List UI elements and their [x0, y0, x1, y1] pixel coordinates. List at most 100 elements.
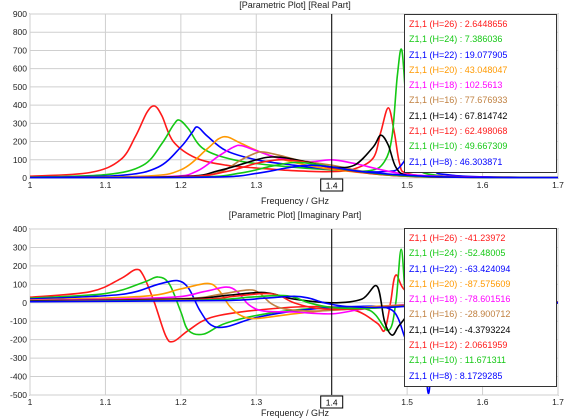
legend-series-name: Z1,1 (H=16)	[409, 309, 458, 320]
legend-series-value: 43.048047	[464, 64, 508, 75]
legend-entry: Z1,1 (H=14) : -4.3793224	[409, 323, 556, 338]
marker-label: 1.4	[326, 398, 338, 408]
x-tick-label: 1	[28, 180, 33, 190]
legend-separator: :	[457, 49, 465, 60]
legend-series-value: 49.667309	[464, 141, 508, 152]
legend-entry: Z1,1 (H=26) : 2.6448656	[409, 17, 556, 32]
legend-series-value: -28.900712	[464, 309, 511, 320]
marker-label-box[interactable]	[320, 395, 344, 409]
legend-separator: :	[457, 19, 465, 29]
legend-separator: :	[452, 156, 460, 167]
legend-series-name: Z1,1 (H=22)	[409, 49, 458, 60]
legend-entry: Z1,1 (H=22) : 19.077905	[409, 48, 556, 63]
y-tick-label: 300	[13, 242, 27, 252]
legend-separator: :	[457, 309, 465, 320]
x-tick-label: 1.7	[552, 180, 564, 190]
legend-series-name: Z1,1 (H=18)	[409, 294, 458, 305]
legend-separator: :	[457, 324, 465, 335]
real-part-chart: 1 1.1 1.2 1.3 1.4 1.5 1.6 1.7 0 100 200 300 400 500 60…	[0, 0, 568, 208]
legend-series-value: -4.3793224	[464, 324, 511, 335]
legend-series-value: 19.077905	[464, 49, 508, 60]
legend-entry: Z1,1 (H=14) : 67.814742	[409, 109, 556, 124]
y-tick-label: 0	[22, 173, 27, 183]
chart-title: [Parametric Plot] [Real Part]	[239, 0, 351, 10]
legend-series-name: Z1,1 (H=12)	[409, 340, 458, 351]
x-tick-label: 1.3	[250, 397, 262, 407]
legend-separator: :	[457, 233, 465, 243]
legend-series-name: Z1,1 (H=26)	[409, 233, 458, 243]
legend-series-name: Z1,1 (H=26)	[409, 19, 458, 29]
legend-series-name: Z1,1 (H=24)	[409, 248, 458, 259]
legend-series-name: Z1,1 (H=8)	[409, 370, 453, 381]
legend-series-value: 8.1729285	[459, 370, 503, 381]
y-tick-label: 100	[13, 155, 27, 165]
legend-entry: Z1,1 (H=16) : 77.676933	[409, 93, 556, 108]
x-tick-label: 1.1	[100, 180, 112, 190]
y-tick-label: 400	[13, 100, 27, 110]
y-tick-label: 900	[13, 9, 27, 19]
legend-entry: Z1,1 (H=12) : 62.498068	[409, 124, 556, 139]
legend: Z1,1 (H=26) : -41.23972 Z1,1 (H=24) : -52…	[404, 228, 557, 387]
legend-separator: :	[457, 294, 465, 305]
legend-entry: Z1,1 (H=22) : -63.424094	[409, 262, 556, 277]
legend-series-name: Z1,1 (H=14)	[409, 110, 458, 121]
legend-series-value: 67.814742	[464, 110, 508, 121]
y-tick-label: 700	[13, 45, 27, 55]
legend-series-name: Z1,1 (H=16)	[409, 95, 458, 106]
legend-separator: :	[457, 141, 465, 152]
legend-entry: Z1,1 (H=10) : 11.671311	[409, 353, 556, 368]
legend-entry: Z1,1 (H=16) : -28.900712	[409, 307, 556, 322]
legend-entry: Z1,1 (H=10) : 49.667309	[409, 139, 556, 154]
legend-entry: Z1,1 (H=8) : 8.1729285	[409, 369, 556, 384]
legend-separator: :	[457, 355, 465, 366]
y-tick-label: 300	[13, 118, 27, 128]
legend-series-value: -87.575609	[464, 278, 511, 289]
legend-entry: Z1,1 (H=24) : 7.386036	[409, 32, 556, 47]
legend-entry: Z1,1 (H=20) : 43.048047	[409, 63, 556, 78]
x-tick-label: 1.6	[477, 397, 489, 407]
y-tick-label: -500	[10, 390, 27, 400]
legend-series-value: -78.601516	[464, 294, 511, 305]
legend-series-value: 62.498068	[464, 126, 508, 137]
legend-series-value: 2.0661959	[464, 340, 508, 351]
legend-series-value: -63.424094	[464, 263, 511, 274]
legend-separator: :	[457, 34, 465, 45]
marker-label-box[interactable]	[320, 178, 344, 192]
legend-separator: :	[452, 370, 460, 381]
legend-separator: :	[457, 278, 465, 289]
legend-separator: :	[457, 340, 465, 351]
y-tick-label: 200	[13, 261, 27, 271]
legend-separator: :	[457, 248, 465, 259]
y-tick-label: 0	[22, 298, 27, 308]
legend-separator: :	[457, 80, 465, 91]
x-tick-label: 1.6	[477, 180, 489, 190]
legend-series-value: 46.303871	[459, 156, 503, 167]
x-axis-label: Frequency / GHz	[260, 196, 330, 206]
series-line-6	[29, 134, 559, 179]
y-tick-label: -100	[10, 316, 27, 326]
legend-entry: Z1,1 (H=26) : -41.23972	[409, 231, 556, 246]
legend-series-name: Z1,1 (H=24)	[409, 34, 458, 45]
legend-separator: :	[457, 64, 465, 75]
legend-series-value: -52.48005	[464, 248, 506, 259]
legend-series-name: Z1,1 (H=22)	[409, 263, 458, 274]
y-tick-label: 600	[13, 64, 27, 74]
legend-series-name: Z1,1 (H=18)	[409, 80, 458, 91]
legend-series-name: Z1,1 (H=20)	[409, 64, 458, 75]
legend-series-name: Z1,1 (H=8)	[409, 156, 453, 167]
marker-label: 1.4	[326, 181, 338, 191]
series-line-4	[29, 144, 559, 179]
legend-series-name: Z1,1 (H=20)	[409, 278, 458, 289]
series-line-0	[29, 105, 559, 179]
y-tick-label: 200	[13, 137, 27, 147]
legend-series-value: 77.676933	[464, 95, 508, 106]
legend-entry: Z1,1 (H=8) : 46.303871	[409, 155, 556, 170]
legend-separator: :	[457, 95, 465, 106]
legend-entry: Z1,1 (H=20) : -87.575609	[409, 277, 556, 292]
x-tick-label: 1.5	[401, 180, 413, 190]
x-tick-label: 1	[28, 397, 33, 407]
x-tick-label: 1.3	[250, 180, 262, 190]
legend-separator: :	[457, 110, 465, 121]
legend-series-value: 7.386036	[464, 34, 503, 45]
legend-series-value: -41.23972	[464, 233, 506, 243]
